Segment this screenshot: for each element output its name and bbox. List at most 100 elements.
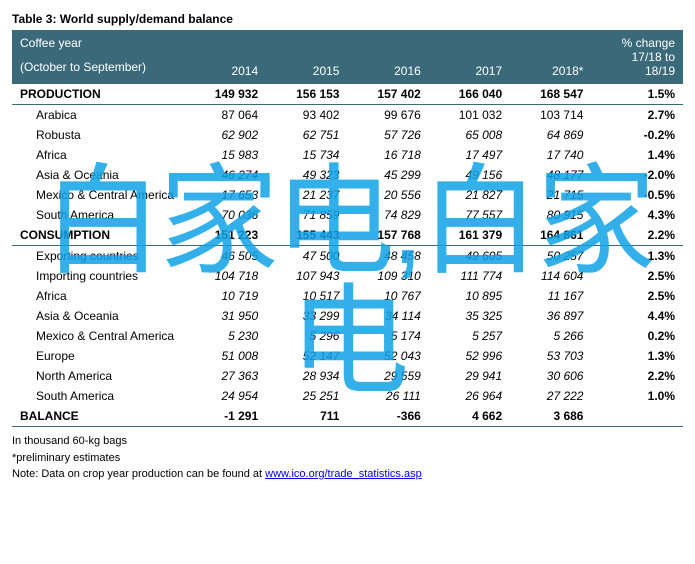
cell-value: 65 008 [429,125,510,145]
row-label: Exporting countries [12,246,185,267]
header-period: (October to September) [20,60,177,74]
cell-value: 111 774 [429,266,510,286]
cell-change: 2.5% [591,286,683,306]
cell-value: -366 [347,406,428,427]
footnote-1: In thousand 60-kg bags [12,433,683,450]
cell-value: 103 714 [510,105,591,126]
cell-value: 35 325 [429,306,510,326]
cell-value: 26 964 [429,386,510,406]
cell-value: 71 859 [266,205,347,225]
cell-change: 1.4% [591,145,683,165]
cell-value: 30 606 [510,366,591,386]
cell-value: 166 040 [429,84,510,105]
cell-value: 62 902 [185,125,266,145]
cell-value: 87 064 [185,105,266,126]
cell-value: 114 604 [510,266,591,286]
header-year-3: 2017 [429,30,510,84]
cell-change: 2.7% [591,105,683,126]
cell-change: 2.2% [591,366,683,386]
cell-value: 24 954 [185,386,266,406]
row-label: Robusta [12,125,185,145]
cell-value: 10 767 [347,286,428,306]
cell-value: 5 266 [510,326,591,346]
table-row: Europe51 00852 14752 04352 99653 7031.3% [12,346,683,366]
cell-value: 51 008 [185,346,266,366]
cell-value: 5 296 [266,326,347,346]
cell-value: 21 827 [429,185,510,205]
table-row: Mexico & Central America5 2305 2965 1745… [12,326,683,346]
cell-value: 10 517 [266,286,347,306]
cell-value: 93 402 [266,105,347,126]
table-row: PRODUCTION149 932156 153157 402166 04016… [12,84,683,105]
cell-value: 155 443 [266,225,347,246]
cell-value: 49 323 [266,165,347,185]
cell-value: 45 299 [347,165,428,185]
cell-value: 10 895 [429,286,510,306]
cell-change: -0.5% [591,185,683,205]
cell-value: 17 653 [185,185,266,205]
supply-demand-table: Coffee year (October to September) 2014 … [12,30,683,427]
cell-value: -1 291 [185,406,266,427]
cell-value: 21 715 [510,185,591,205]
row-label: North America [12,366,185,386]
cell-value: 46 505 [185,246,266,267]
cell-value: 151 223 [185,225,266,246]
cell-change: 1.3% [591,346,683,366]
cell-value: 164 861 [510,225,591,246]
table-row: BALANCE-1 291711-3664 6623 686 [12,406,683,427]
cell-change: 4.4% [591,306,683,326]
cell-value: 47 500 [266,246,347,267]
cell-value: 15 734 [266,145,347,165]
row-label: South America [12,386,185,406]
row-label: PRODUCTION [12,84,185,105]
cell-value: 53 703 [510,346,591,366]
row-label: BALANCE [12,406,185,427]
header-coffee-year: Coffee year [20,36,177,50]
table-row: Asia & Oceania31 95033 29934 11435 32536… [12,306,683,326]
cell-value: 156 153 [266,84,347,105]
cell-value: 64 869 [510,125,591,145]
cell-value: 107 943 [266,266,347,286]
cell-value: 109 310 [347,266,428,286]
header-left: Coffee year (October to September) [12,30,185,84]
cell-value: 49 156 [429,165,510,185]
cell-value: 5 230 [185,326,266,346]
cell-value: 29 559 [347,366,428,386]
table-row: Africa10 71910 51710 76710 89511 1672.5% [12,286,683,306]
header-year-0: 2014 [185,30,266,84]
cell-value: 70 036 [185,205,266,225]
cell-value: 52 147 [266,346,347,366]
cell-value: 99 676 [347,105,428,126]
cell-change: 2.2% [591,225,683,246]
row-label: Europe [12,346,185,366]
cell-value: 149 932 [185,84,266,105]
cell-value: 168 547 [510,84,591,105]
table-title: Table 3: World supply/demand balance [12,12,683,26]
cell-change: 2.5% [591,266,683,286]
cell-value: 77 557 [429,205,510,225]
row-label: Mexico & Central America [12,185,185,205]
table-row: Asia & Oceania46 27449 32345 29949 15648… [12,165,683,185]
cell-value: 3 686 [510,406,591,427]
cell-value: 16 718 [347,145,428,165]
header-year-2: 2016 [347,30,428,84]
cell-value: 27 363 [185,366,266,386]
table-row: Mexico & Central America17 65321 23720 5… [12,185,683,205]
row-label: South America [12,205,185,225]
trade-stats-link[interactable]: www.ico.org/trade_statistics.asp [265,468,422,480]
footnote-2: *preliminary estimates [12,450,683,467]
cell-change [591,406,683,427]
cell-value: 80 915 [510,205,591,225]
cell-value: 31 950 [185,306,266,326]
cell-value: 57 726 [347,125,428,145]
cell-value: 48 177 [510,165,591,185]
header-change: % change 17/18 to 18/19 [591,30,683,84]
table-row: Arabica87 06493 40299 676101 032103 7142… [12,105,683,126]
cell-value: 15 983 [185,145,266,165]
footnote-3: Note: Data on crop year production can b… [12,466,683,483]
cell-value: 62 751 [266,125,347,145]
row-label: Africa [12,286,185,306]
table-row: Importing countries104 718107 943109 310… [12,266,683,286]
header-year-1: 2015 [266,30,347,84]
cell-change: 1.5% [591,84,683,105]
